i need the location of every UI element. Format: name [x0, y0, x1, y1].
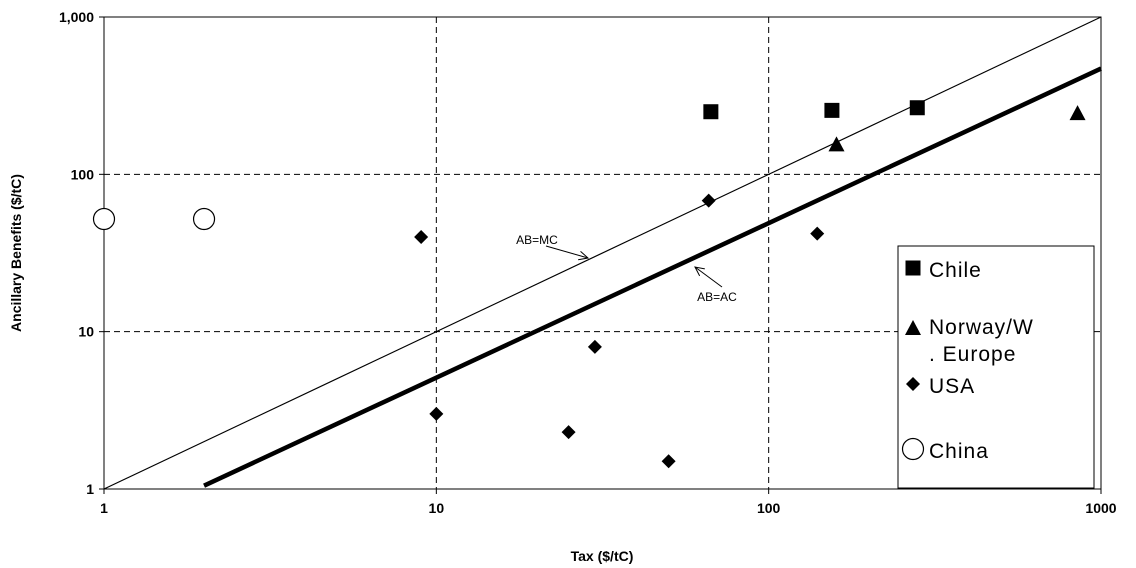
y-tick-label: 10: [78, 324, 94, 340]
point-chile: [909, 100, 925, 116]
line-ab-ac: [203, 66, 1102, 488]
x-tick-label: 10: [429, 500, 445, 516]
point-china: [192, 207, 216, 231]
arrow-ab-mc-shaft: [545, 245, 589, 259]
data-points: [92, 100, 1086, 469]
annotation-ab-mc: AB=MC: [516, 233, 558, 247]
point-chile: [824, 102, 840, 118]
y-axis-title: Ancillary Benefits ($/tC): [8, 174, 24, 332]
y-tick-label: 1,000: [59, 9, 94, 25]
line-ab-mc: [103, 16, 1102, 490]
y-tick-label: 100: [71, 166, 95, 182]
point-usa: [587, 339, 602, 354]
point-norway-w-europe: [828, 136, 845, 152]
point-usa: [561, 425, 576, 440]
arrow-ab-mc-head: [578, 250, 590, 261]
x-tick-label: 100: [757, 500, 781, 516]
legend-marker-usa: [906, 377, 920, 391]
legend-marker-chile: [905, 260, 921, 276]
point-usa: [701, 193, 716, 208]
axis-ticks: 1 10 100 1000 1 10 100 1,000: [59, 9, 1117, 516]
arrow-ab-ac-head: [694, 266, 705, 277]
point-chile: [703, 104, 719, 120]
x-tick-label: 1: [100, 500, 108, 516]
legend: Chile Norway/W. Europe USA China: [897, 245, 1095, 489]
point-usa: [414, 229, 429, 244]
y-tick-label: 1: [86, 481, 94, 497]
legend-label-norway-w-europe: Norway/W. Europe: [929, 316, 1034, 366]
point-usa: [810, 226, 825, 241]
point-norway-w-europe: [1069, 105, 1086, 121]
legend-label-china: China: [929, 440, 989, 463]
legend-label-usa: USA: [929, 375, 975, 398]
x-tick-label: 1000: [1085, 500, 1116, 516]
plot-area-border: [103, 16, 1102, 490]
annotations: AB=MC AB=AC: [516, 233, 737, 304]
annotation-ab-ac: AB=AC: [697, 290, 737, 304]
legend-marker-norway-w-europe: [905, 320, 921, 335]
point-usa: [429, 406, 444, 421]
point-usa: [661, 454, 676, 469]
legend-label-chile: Chile: [929, 259, 982, 282]
point-china: [92, 207, 116, 231]
x-axis-title: Tax ($/tC): [571, 548, 634, 564]
legend-box: [897, 245, 1095, 489]
legend-marker-china: [901, 437, 925, 461]
arrow-ab-ac-shaft: [694, 266, 723, 288]
reference-lines: [103, 16, 1102, 490]
